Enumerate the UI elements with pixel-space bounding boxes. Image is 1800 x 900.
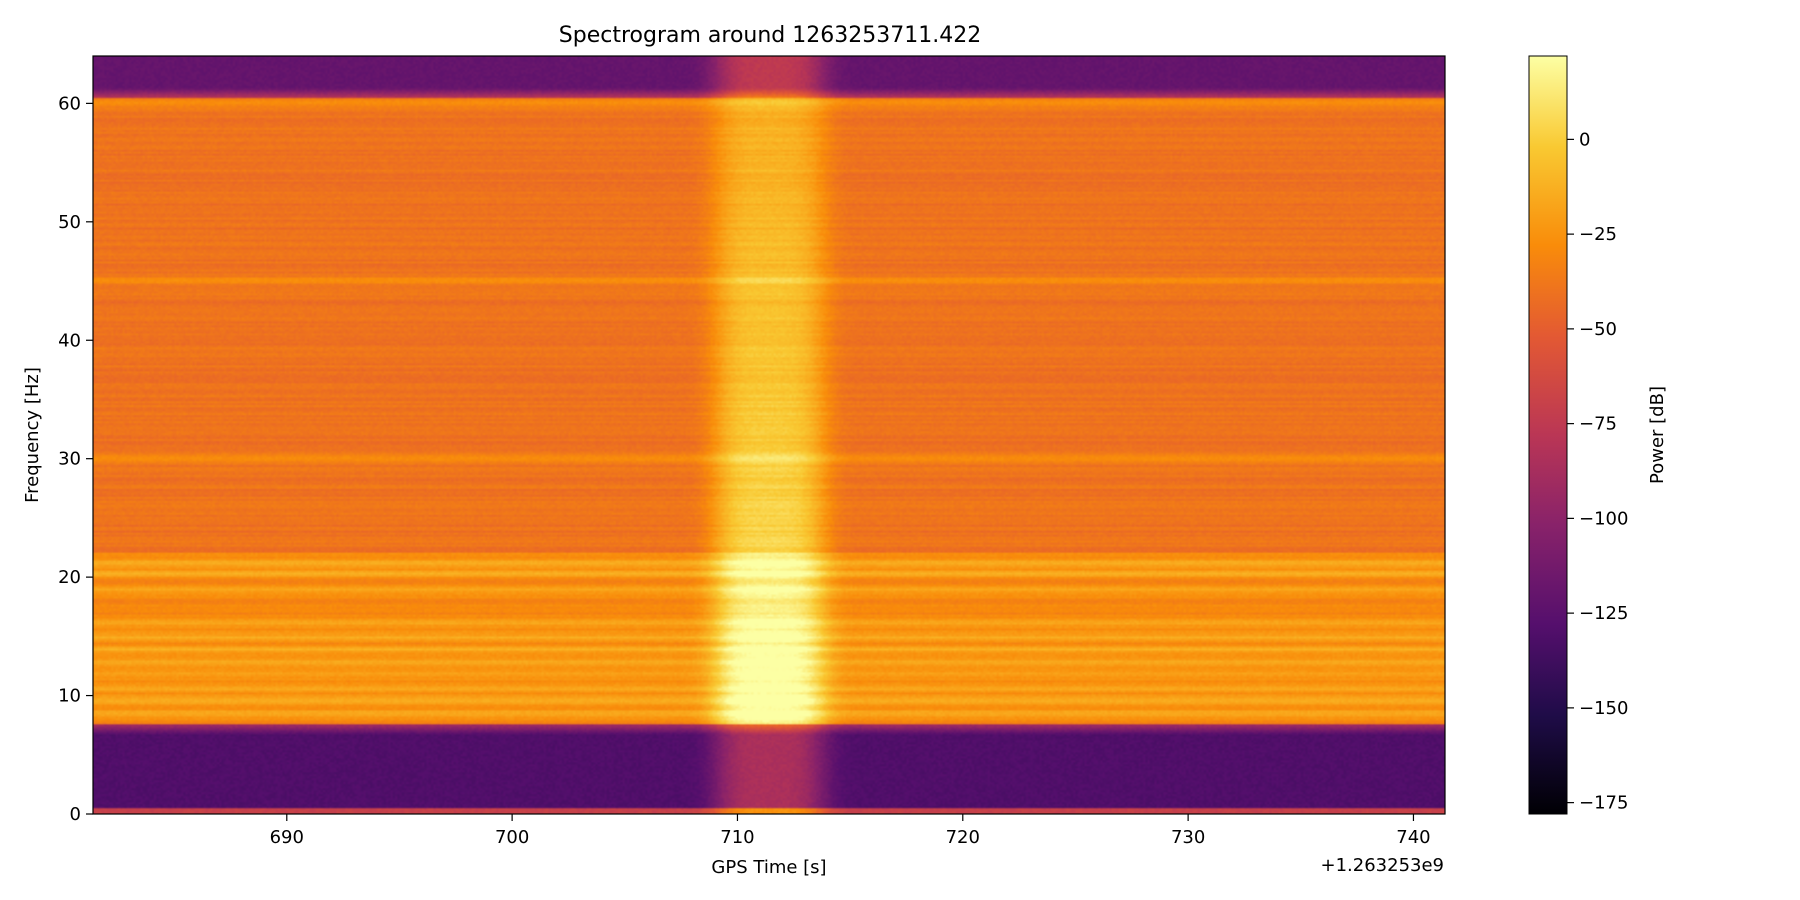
- colorbar-tick-label: −25: [1579, 224, 1617, 245]
- y-tick-label: 30: [58, 449, 81, 470]
- y-tick-label: 20: [58, 567, 81, 588]
- x-tick-label: 690: [270, 827, 304, 848]
- colorbar-label: Power [dB]: [1647, 386, 1668, 484]
- x-tick-label: 740: [1396, 827, 1430, 848]
- x-axis-ticks: 690 700 710 720 730 740: [270, 814, 1431, 848]
- colorbar-tick-label: −150: [1579, 698, 1628, 719]
- y-tick-label: 40: [58, 330, 81, 351]
- x-tick-label: 700: [495, 827, 529, 848]
- x-offset-label: +1.263253e9: [1321, 855, 1445, 876]
- plot-frame: [92, 55, 1446, 815]
- colorbar-tick-label: −175: [1579, 793, 1628, 814]
- chart-title: Spectrogram around 1263253711.422: [559, 23, 981, 48]
- colorbar-tick-label: 0: [1579, 129, 1590, 150]
- spectrogram-heatmap: [93, 56, 1445, 814]
- y-tick-label: 0: [70, 804, 81, 825]
- y-tick-label: 60: [58, 93, 81, 114]
- y-tick-label: 10: [58, 686, 81, 707]
- y-tick-label: 50: [58, 212, 81, 233]
- x-tick-label: 710: [720, 827, 754, 848]
- colorbar-tick-label: −50: [1579, 319, 1617, 340]
- colorbar-tick-label: −100: [1579, 508, 1628, 529]
- plot-area: [92, 55, 1446, 815]
- colorbar: 0 −25 −50 −75 −100 −125 −150 −175 Power [dB]: [1528, 55, 1668, 815]
- x-axis-label: GPS Time [s]: [711, 857, 826, 878]
- x-tick-label: 730: [1171, 827, 1205, 848]
- y-axis-ticks: 0 10 20 30 40 50 60: [58, 93, 93, 825]
- colorbar-tick-label: −75: [1579, 414, 1617, 435]
- colorbar-frame: [1528, 55, 1568, 815]
- y-axis-label: Frequency [Hz]: [22, 367, 43, 503]
- x-tick-label: 720: [946, 827, 980, 848]
- colorbar-ticks: 0 −25 −50 −75 −100 −125 −150 −175: [1567, 129, 1628, 814]
- colorbar-gradient: [1529, 56, 1567, 814]
- colorbar-tick-label: −125: [1579, 603, 1628, 624]
